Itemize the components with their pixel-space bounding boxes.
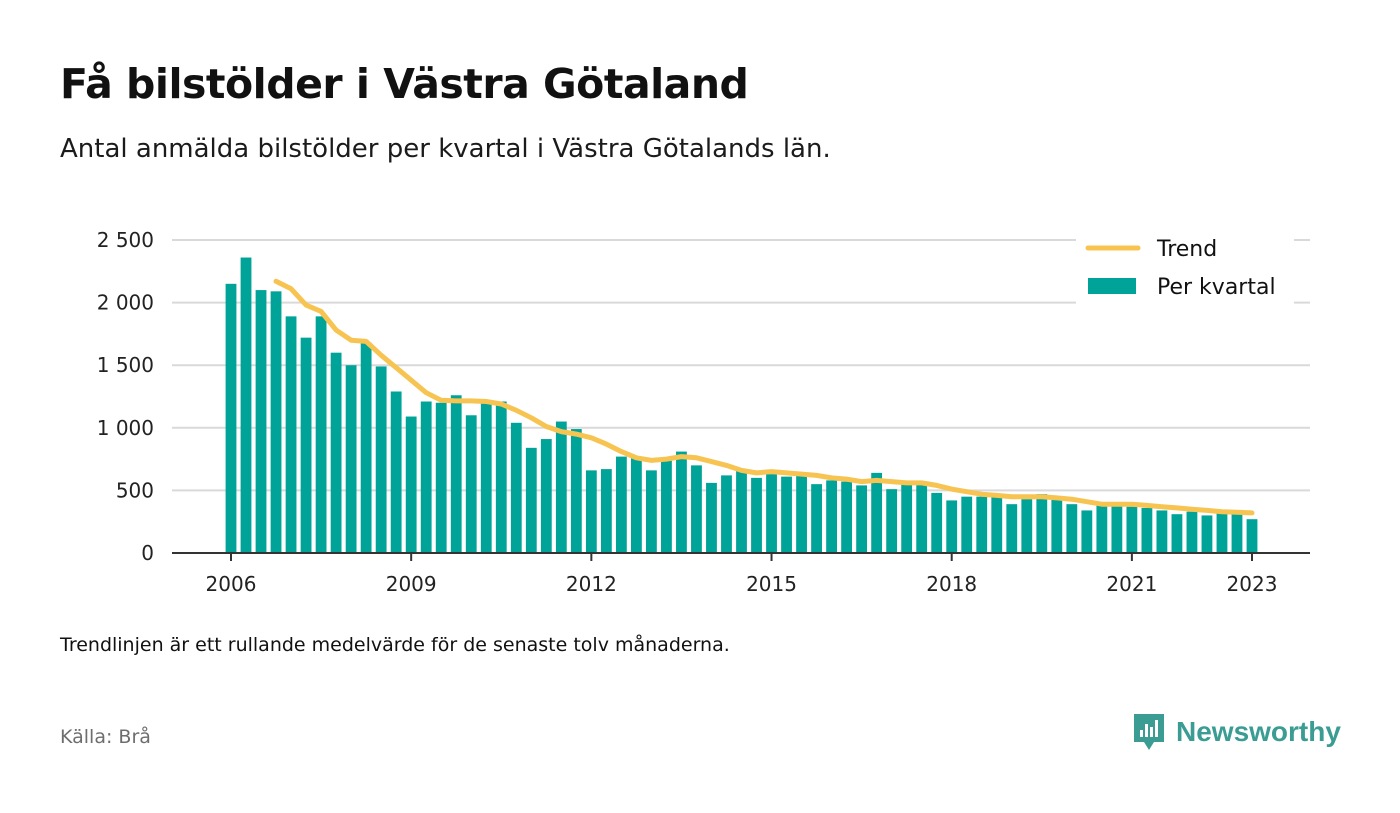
bar: [901, 484, 913, 553]
bar: [826, 480, 837, 553]
newsworthy-chart-icon: [1134, 714, 1164, 750]
x-tick-label: 2006: [206, 572, 257, 596]
bar: [691, 465, 702, 553]
bar: [841, 481, 853, 553]
y-tick-label: 0: [141, 541, 154, 565]
bar: [270, 291, 282, 553]
bar: [225, 283, 237, 553]
bar: [1111, 505, 1123, 553]
y-tick-label: 1 000: [97, 416, 154, 440]
bar: [646, 470, 657, 553]
bar: [751, 477, 762, 553]
trend-line: [273, 278, 1255, 516]
x-axis: 2006 2009 2012 2015 2018 2021 2023: [172, 552, 1310, 596]
bar: [721, 475, 732, 553]
x-tick-label: 2021: [1106, 572, 1157, 596]
bar: [495, 401, 507, 553]
x-tick-label: 2012: [566, 572, 617, 596]
x-tick-label: 2023: [1227, 572, 1278, 596]
bar: [1066, 504, 1078, 553]
bar: [480, 402, 492, 553]
bar: [871, 472, 883, 553]
bar: [330, 352, 342, 553]
legend-background: [1076, 228, 1294, 310]
bar: [946, 500, 958, 553]
y-tick-label: 2 000: [97, 291, 154, 315]
bar: [1201, 515, 1213, 553]
trend-series: [273, 278, 1255, 516]
bar: [781, 476, 792, 553]
bar: [1216, 512, 1228, 553]
x-tick-label: 2009: [386, 572, 437, 596]
bar: [1156, 510, 1168, 553]
bar: [465, 415, 477, 553]
bar: [300, 337, 312, 553]
bar: [886, 489, 898, 553]
y-tick-label: 1 500: [97, 353, 154, 377]
bar: [390, 391, 402, 553]
y-tick-label: 2 500: [97, 228, 154, 252]
bar-series-per-kvartal: [225, 257, 1258, 553]
bar: [1246, 519, 1258, 553]
legend: Trend Per kvartal: [1076, 228, 1294, 310]
bar: [285, 316, 297, 553]
bar: [931, 492, 943, 553]
bar: [540, 439, 552, 553]
bar: [796, 475, 807, 553]
legend-bar-swatch: [1088, 278, 1136, 294]
bar: [706, 482, 717, 553]
bar: [360, 342, 372, 553]
source-credit: Källa: Brå: [60, 726, 151, 748]
bar: [1051, 497, 1063, 553]
bar: [315, 316, 327, 553]
bar: [1141, 507, 1153, 553]
x-tick-label: 2015: [746, 572, 797, 596]
bar: [345, 365, 357, 553]
bar: [1096, 504, 1108, 553]
bar: [856, 485, 868, 553]
bar: [1036, 494, 1048, 553]
y-tick-label: 500: [116, 478, 154, 502]
bar: [1231, 514, 1243, 553]
bar: [555, 421, 567, 553]
chart-title: Få bilstölder i Västra Götaland: [60, 60, 749, 108]
bar: [916, 482, 928, 553]
brand-name: Newsworthy: [1176, 716, 1341, 747]
bar: [811, 484, 822, 553]
bar: [255, 290, 267, 553]
bar: [1081, 510, 1093, 553]
bar: [1021, 499, 1033, 553]
bar: [736, 470, 747, 553]
bar: [976, 496, 988, 553]
legend-bar-label: Per kvartal: [1157, 275, 1276, 300]
bar: [630, 456, 642, 553]
bar: [420, 401, 432, 553]
newsworthy-logo[interactable]: Newsworthy: [1132, 712, 1341, 752]
bar: [375, 366, 387, 553]
bar: [1186, 511, 1198, 553]
bar: [240, 257, 252, 553]
bar: [450, 395, 462, 553]
bar: [1171, 514, 1183, 553]
bar: [525, 447, 537, 553]
bar: [435, 402, 447, 553]
trend-note: Trendlinjen är ett rullande medelvärde f…: [60, 634, 730, 656]
legend-trend-label: Trend: [1156, 237, 1217, 262]
bar: [615, 456, 627, 553]
bar: [1006, 504, 1018, 553]
bar: [600, 469, 612, 553]
bar: [1126, 506, 1138, 553]
bar: [570, 429, 582, 553]
bar: [510, 422, 522, 553]
bar: [676, 451, 687, 553]
bar: [766, 474, 777, 553]
chart-subtitle: Antal anmälda bilstölder per kvartal i V…: [60, 134, 831, 164]
bar: [961, 496, 973, 553]
bar: [991, 496, 1003, 553]
bar: [585, 470, 597, 553]
x-tick-label: 2018: [926, 572, 977, 596]
bar: [661, 457, 672, 553]
bar: [405, 416, 417, 553]
